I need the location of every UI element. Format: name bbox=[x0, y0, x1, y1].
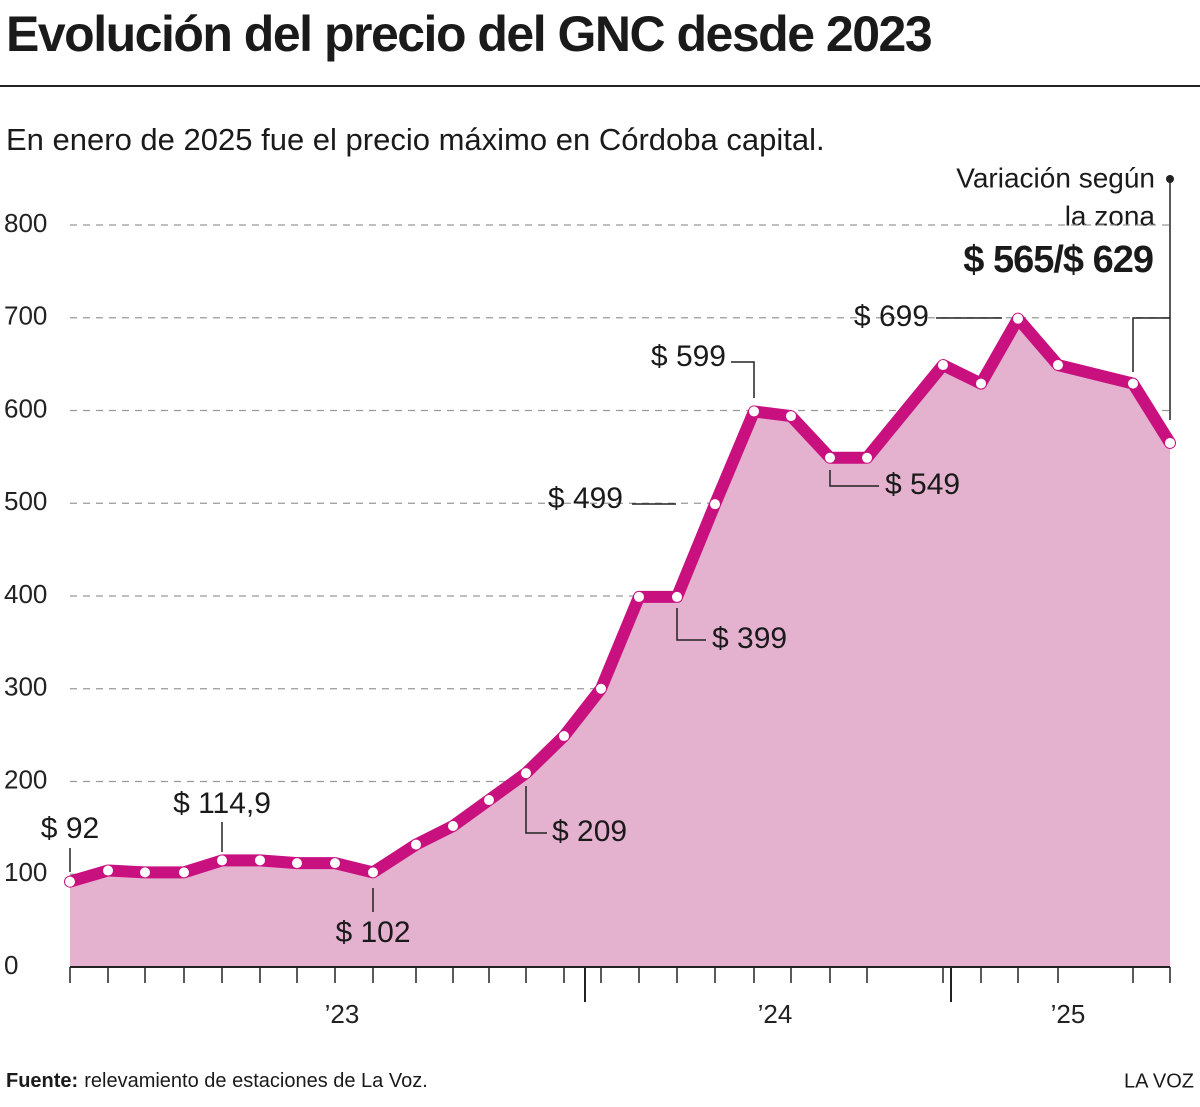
y-tick-label: 200 bbox=[4, 764, 47, 794]
point bbox=[411, 839, 421, 850]
point bbox=[521, 768, 531, 779]
source-label: Fuente: bbox=[6, 1070, 78, 1092]
value-label: $ 209 bbox=[552, 815, 627, 848]
point bbox=[825, 452, 835, 463]
leader-line bbox=[829, 470, 879, 487]
point bbox=[749, 406, 759, 417]
brand: LA VOZ bbox=[1124, 1070, 1194, 1092]
value-label: $ 114,9 bbox=[173, 787, 271, 820]
point bbox=[672, 591, 682, 602]
x-tick-label: ’24 bbox=[758, 999, 793, 1029]
annotation-leader bbox=[1132, 179, 1171, 420]
y-tick-label: 600 bbox=[4, 393, 47, 423]
y-tick-label: 800 bbox=[4, 208, 47, 238]
point bbox=[448, 821, 458, 832]
source: Fuente: relevamiento de estaciones de La … bbox=[6, 1070, 428, 1092]
chart-subtitle: En enero de 2025 fue el precio máximo en… bbox=[6, 122, 825, 157]
point bbox=[786, 411, 796, 422]
point bbox=[1165, 437, 1175, 448]
point bbox=[710, 499, 720, 510]
point bbox=[1128, 378, 1138, 389]
value-label: $ 399 bbox=[712, 622, 787, 655]
point bbox=[368, 867, 378, 878]
leader-line bbox=[731, 361, 755, 398]
point bbox=[330, 858, 340, 869]
annotation-line: la zona bbox=[1065, 200, 1156, 231]
point bbox=[938, 360, 948, 371]
point bbox=[634, 591, 644, 602]
point bbox=[1053, 360, 1063, 371]
annotation-line: Variación según bbox=[956, 162, 1155, 193]
y-tick-label: 400 bbox=[4, 579, 47, 609]
source-text: relevamiento de estaciones de La Voz. bbox=[84, 1070, 428, 1092]
point bbox=[292, 858, 302, 869]
point bbox=[255, 855, 265, 866]
x-tick-label: ’23 bbox=[325, 999, 360, 1029]
point bbox=[1013, 313, 1023, 324]
value-label: $ 699 bbox=[854, 300, 929, 333]
y-tick-label: 100 bbox=[4, 857, 47, 887]
point bbox=[862, 452, 872, 463]
point bbox=[179, 867, 189, 878]
point bbox=[596, 683, 606, 694]
value-label: $ 102 bbox=[335, 916, 410, 949]
point bbox=[559, 731, 569, 742]
chart-title: Evolución del precio del GNC desde 2023 bbox=[6, 6, 931, 62]
leader-line bbox=[525, 786, 547, 834]
value-label: $ 599 bbox=[651, 340, 726, 373]
value-label: $ 92 bbox=[41, 812, 99, 845]
y-tick-label: 500 bbox=[4, 486, 47, 516]
y-tick-label: 300 bbox=[4, 672, 47, 702]
line bbox=[64, 312, 1176, 888]
y-tick-label: 700 bbox=[4, 301, 47, 331]
point bbox=[140, 867, 150, 878]
point bbox=[217, 855, 227, 866]
value-label: $ 499 bbox=[548, 482, 623, 515]
y-tick-label: 0 bbox=[4, 950, 18, 980]
annotation-value: $ 565/$ 629 bbox=[963, 239, 1153, 281]
value-label: $ 549 bbox=[885, 468, 960, 501]
point bbox=[65, 876, 75, 887]
point bbox=[976, 378, 986, 389]
point bbox=[484, 795, 494, 806]
x-tick-label: ’25 bbox=[1051, 999, 1086, 1029]
point bbox=[103, 865, 113, 876]
leader-line bbox=[676, 608, 706, 641]
